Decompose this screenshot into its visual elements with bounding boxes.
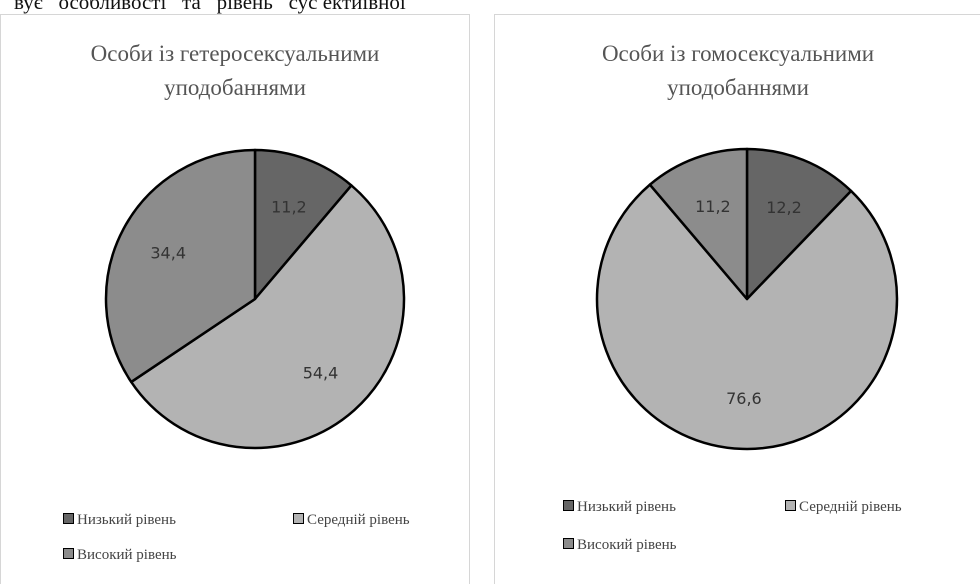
legend-item-high: Високий рівень	[563, 537, 676, 554]
chart-title: Особи із гомосексуальними уподобаннями	[495, 37, 980, 105]
data-label-high: 11,2	[695, 197, 731, 216]
legend-item-medium: Середній рівень	[293, 512, 410, 529]
data-label-high: 34,4	[150, 244, 186, 263]
slice-medium	[129, 184, 406, 450]
pie-chart-heterosexual: 11,2 54,4 34,4	[104, 148, 406, 450]
legend-label-low: Низький рівень	[77, 512, 176, 528]
chart-title-line-2: уподобаннями	[164, 75, 306, 100]
legend-label-medium: Середній рівень	[799, 499, 902, 515]
data-label-low: 11,2	[271, 198, 307, 217]
slice-low	[253, 148, 353, 301]
page-top-text: вує особливості та рівень сус ектиівної	[14, 0, 406, 14]
legend-label-high: Високий рівень	[577, 537, 677, 553]
data-label-medium: 76,6	[726, 389, 762, 408]
legend-item-low: Низький рівень	[63, 512, 176, 529]
legend-item-low: Низький рівень	[563, 499, 676, 516]
chart-title-line-1: Особи із гетеросексуальними	[90, 41, 380, 66]
legend-swatch-low	[63, 513, 74, 524]
legend-item-high: Високий рівень	[63, 547, 176, 564]
pie-chart-homosexual: 12,2 76,6 11,2	[595, 147, 899, 451]
chart-title-line-2: уподобаннями	[667, 75, 809, 100]
chart-panel-heterosexual: Особи із гетеросексуальними уподобаннями…	[0, 14, 470, 584]
legend-item-medium: Середній рівень	[785, 499, 902, 516]
legend-swatch-medium	[293, 513, 304, 524]
legend-swatch-high	[563, 538, 574, 549]
legend-swatch-high	[63, 548, 74, 559]
slice-high	[104, 148, 257, 384]
slice-low	[745, 147, 853, 301]
legend-label-low: Низький рівень	[577, 499, 676, 515]
chart-title: Особи із гетеросексуальними уподобаннями	[1, 37, 469, 105]
data-label-low: 12,2	[766, 198, 802, 217]
slice-high	[648, 147, 749, 301]
legend-swatch-low	[563, 500, 574, 511]
legend-label-medium: Середній рівень	[307, 512, 410, 528]
legend-swatch-medium	[785, 500, 796, 511]
chart-title-line-1: Особи із гомосексуальними	[601, 41, 875, 66]
slice-medium	[595, 183, 899, 451]
data-label-medium: 54,4	[303, 363, 339, 382]
legend-label-high: Високий рівень	[77, 547, 177, 563]
chart-panel-homosexual: Особи із гомосексуальними уподобаннями 1…	[494, 14, 980, 584]
